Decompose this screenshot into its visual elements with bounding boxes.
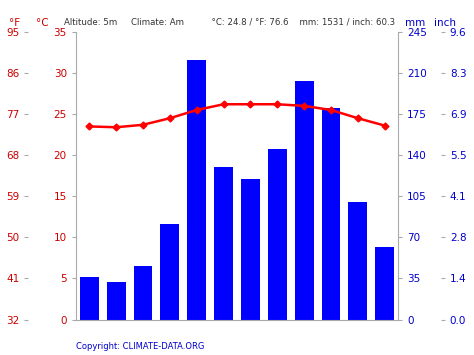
Bar — [321, 108, 340, 320]
Bar — [160, 224, 179, 320]
Bar — [295, 81, 313, 320]
Text: °C: °C — [36, 18, 48, 28]
Text: Copyright: CLIMATE-DATA.ORG: Copyright: CLIMATE-DATA.ORG — [76, 343, 204, 351]
Bar — [348, 202, 367, 320]
Text: inch: inch — [434, 18, 456, 28]
Bar — [107, 282, 126, 320]
Text: Altitude: 5m     Climate: Am          °C: 24.8 / °F: 76.6    mm: 1531 / inch: 60: Altitude: 5m Climate: Am °C: 24.8 / °F: … — [64, 18, 395, 27]
Bar — [375, 247, 394, 320]
Bar — [268, 149, 287, 320]
Text: °F: °F — [9, 18, 20, 28]
Bar — [187, 60, 206, 320]
Bar — [214, 167, 233, 320]
Text: mm: mm — [405, 18, 426, 28]
Bar — [134, 266, 152, 320]
Bar — [80, 277, 99, 320]
Bar — [241, 179, 260, 320]
